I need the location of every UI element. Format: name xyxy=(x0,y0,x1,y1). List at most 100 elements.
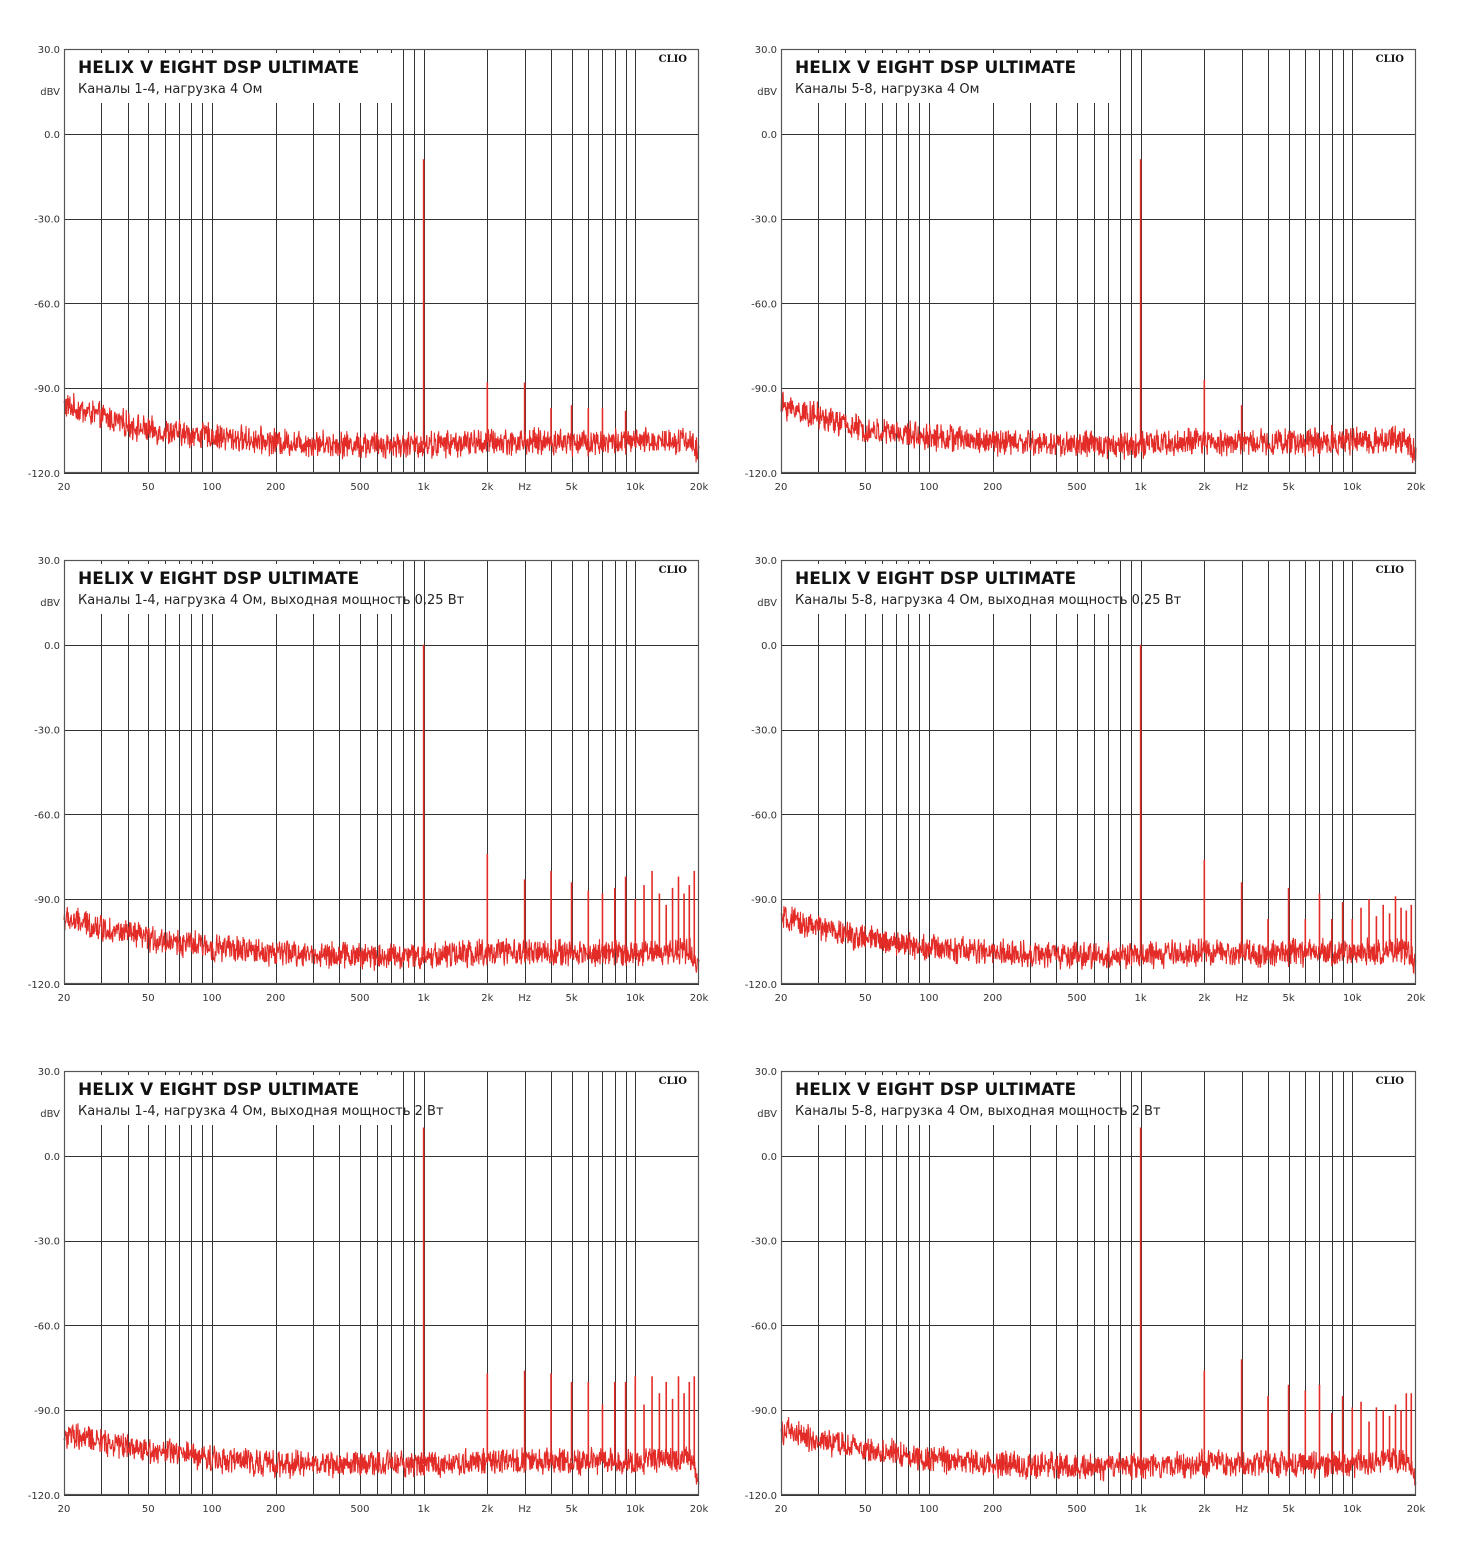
noise-floor-trace xyxy=(63,1423,700,1485)
y-tick-label: -60.0 xyxy=(34,299,60,310)
x-tick-label: 20k xyxy=(690,993,709,1004)
y-axis-label: dBV xyxy=(40,1109,60,1120)
x-tick-label: 20 xyxy=(58,993,71,1004)
clio-logo: CLIO xyxy=(1376,54,1405,65)
x-tick-label: 20k xyxy=(1407,993,1426,1004)
x-tick-label: 100 xyxy=(202,482,221,493)
x-tick-label: 1k xyxy=(1135,993,1147,1004)
x-tick-label: 5k xyxy=(565,1504,577,1515)
y-axis-label: dBV xyxy=(757,1109,777,1120)
x-tick-label: 1k xyxy=(1135,482,1147,493)
x-tick-label: 20k xyxy=(690,482,709,493)
x-axis-unit: Hz xyxy=(1235,993,1248,1004)
plot-area xyxy=(64,49,699,473)
x-tick-label: 200 xyxy=(983,993,1002,1004)
x-tick-label: 200 xyxy=(266,1504,285,1515)
spectrum-chart-5: 30.0 0.0 -30.0 -60.0 -90.0 -120.0 dBV 20 50 100 20… xyxy=(28,1067,709,1515)
x-tick-label: 5k xyxy=(565,993,577,1004)
y-tick-label: -120.0 xyxy=(28,980,60,991)
y-tick-label: -30.0 xyxy=(34,215,60,226)
plot-frame xyxy=(780,1070,1417,1496)
y-tick-label: -30.0 xyxy=(751,1237,777,1248)
y-tick-label: 30.0 xyxy=(38,45,60,56)
x-tick-label: 20 xyxy=(58,482,71,493)
title-backdrop xyxy=(72,53,402,103)
x-axis-unit: Hz xyxy=(518,1504,531,1515)
y-tick-label: -60.0 xyxy=(34,810,60,821)
x-tick-label: 100 xyxy=(919,1504,938,1515)
x-tick-label: 50 xyxy=(142,993,155,1004)
chart-title: HELIX V EIGHT DSP ULTIMATE xyxy=(795,58,1076,78)
noise-floor-trace xyxy=(63,393,700,463)
x-tick-label: 200 xyxy=(266,482,285,493)
x-tick-label: 10k xyxy=(626,482,645,493)
x-axis-unit: Hz xyxy=(1235,482,1248,493)
chart-subtitle: Каналы 5-8, нагрузка 4 Ом, выходная мощн… xyxy=(795,593,1182,608)
x-tick-label: 20k xyxy=(690,1504,709,1515)
x-tick-label: 20 xyxy=(775,1504,788,1515)
noise-floor-trace xyxy=(780,391,1417,463)
spectrum-chart-3: 30.0 0.0 -30.0 -60.0 -90.0 -120.0 dBV 20 50 100 20… xyxy=(28,556,709,1004)
y-tick-label: -120.0 xyxy=(28,469,60,480)
y-axis-label: dBV xyxy=(757,598,777,609)
title-backdrop xyxy=(72,564,402,614)
plot-area xyxy=(781,49,1416,473)
y-axis-label: dBV xyxy=(40,598,60,609)
plot-area xyxy=(64,560,699,984)
vertical-gridlines xyxy=(818,560,1353,984)
y-tick-label: -60.0 xyxy=(34,1321,60,1332)
x-tick-label: 1k xyxy=(418,1504,430,1515)
clio-logo: CLIO xyxy=(659,54,688,65)
harmonic-peaks xyxy=(422,644,696,959)
x-tick-label: 100 xyxy=(919,993,938,1004)
y-tick-label: -30.0 xyxy=(34,726,60,737)
chart-title: HELIX V EIGHT DSP ULTIMATE xyxy=(795,1080,1076,1100)
x-tick-label: 100 xyxy=(919,482,938,493)
y-tick-label: 30.0 xyxy=(755,45,777,56)
x-tick-label: 200 xyxy=(983,1504,1002,1515)
plot-frame xyxy=(780,559,1417,985)
x-tick-label: 5k xyxy=(565,482,577,493)
plot-area xyxy=(781,1071,1416,1495)
x-tick-label: 50 xyxy=(142,482,155,493)
noise-floor-trace xyxy=(780,906,1417,975)
chart-title: HELIX V EIGHT DSP ULTIMATE xyxy=(78,58,359,78)
chart-title: HELIX V EIGHT DSP ULTIMATE xyxy=(795,569,1076,589)
harmonic-peaks xyxy=(1139,159,1333,445)
clio-logo: CLIO xyxy=(659,1076,688,1087)
y-tick-label: -60.0 xyxy=(751,299,777,310)
x-tick-label: 500 xyxy=(350,993,369,1004)
spectrum-chart-2: 30.0 0.0 -30.0 -60.0 -90.0 -120.0 dBV 20 50 100 20… xyxy=(745,45,1426,493)
harmonic-peaks xyxy=(422,159,627,445)
chart-subtitle: Каналы 1-4, нагрузка 4 Ом, выходная мощн… xyxy=(78,1104,444,1119)
x-tick-label: 50 xyxy=(859,482,872,493)
harmonic-peaks xyxy=(1139,644,1413,959)
chart-title: HELIX V EIGHT DSP ULTIMATE xyxy=(78,569,359,589)
x-tick-label: 500 xyxy=(350,482,369,493)
x-tick-label: 200 xyxy=(983,482,1002,493)
y-tick-label: -60.0 xyxy=(751,1321,777,1332)
chart-subtitle: Каналы 5-8, нагрузка 4 Ом xyxy=(795,82,979,97)
y-tick-label: -30.0 xyxy=(34,1237,60,1248)
x-tick-label: 1k xyxy=(418,482,430,493)
chart-subtitle: Каналы 1-4, нагрузка 4 Ом xyxy=(78,82,262,97)
x-tick-label: 500 xyxy=(1067,1504,1086,1515)
x-tick-label: 50 xyxy=(859,993,872,1004)
x-axis-unit: Hz xyxy=(518,993,531,1004)
plot-frame xyxy=(780,48,1417,474)
plot-area xyxy=(781,560,1416,984)
y-tick-label: -120.0 xyxy=(745,980,777,991)
y-tick-label: -90.0 xyxy=(751,895,777,906)
x-tick-label: 100 xyxy=(202,993,221,1004)
y-tick-label: -30.0 xyxy=(751,215,777,226)
harmonic-peaks xyxy=(1139,1127,1413,1470)
vertical-gridlines xyxy=(101,1071,636,1495)
x-tick-label: 20k xyxy=(1407,482,1426,493)
x-tick-label: 100 xyxy=(202,1504,221,1515)
y-tick-label: -90.0 xyxy=(34,895,60,906)
chart-title: HELIX V EIGHT DSP ULTIMATE xyxy=(78,1080,359,1100)
x-tick-label: 20 xyxy=(775,482,788,493)
y-tick-label: -120.0 xyxy=(745,1491,777,1502)
plot-frame xyxy=(63,48,700,474)
x-tick-label: 10k xyxy=(1343,1504,1362,1515)
